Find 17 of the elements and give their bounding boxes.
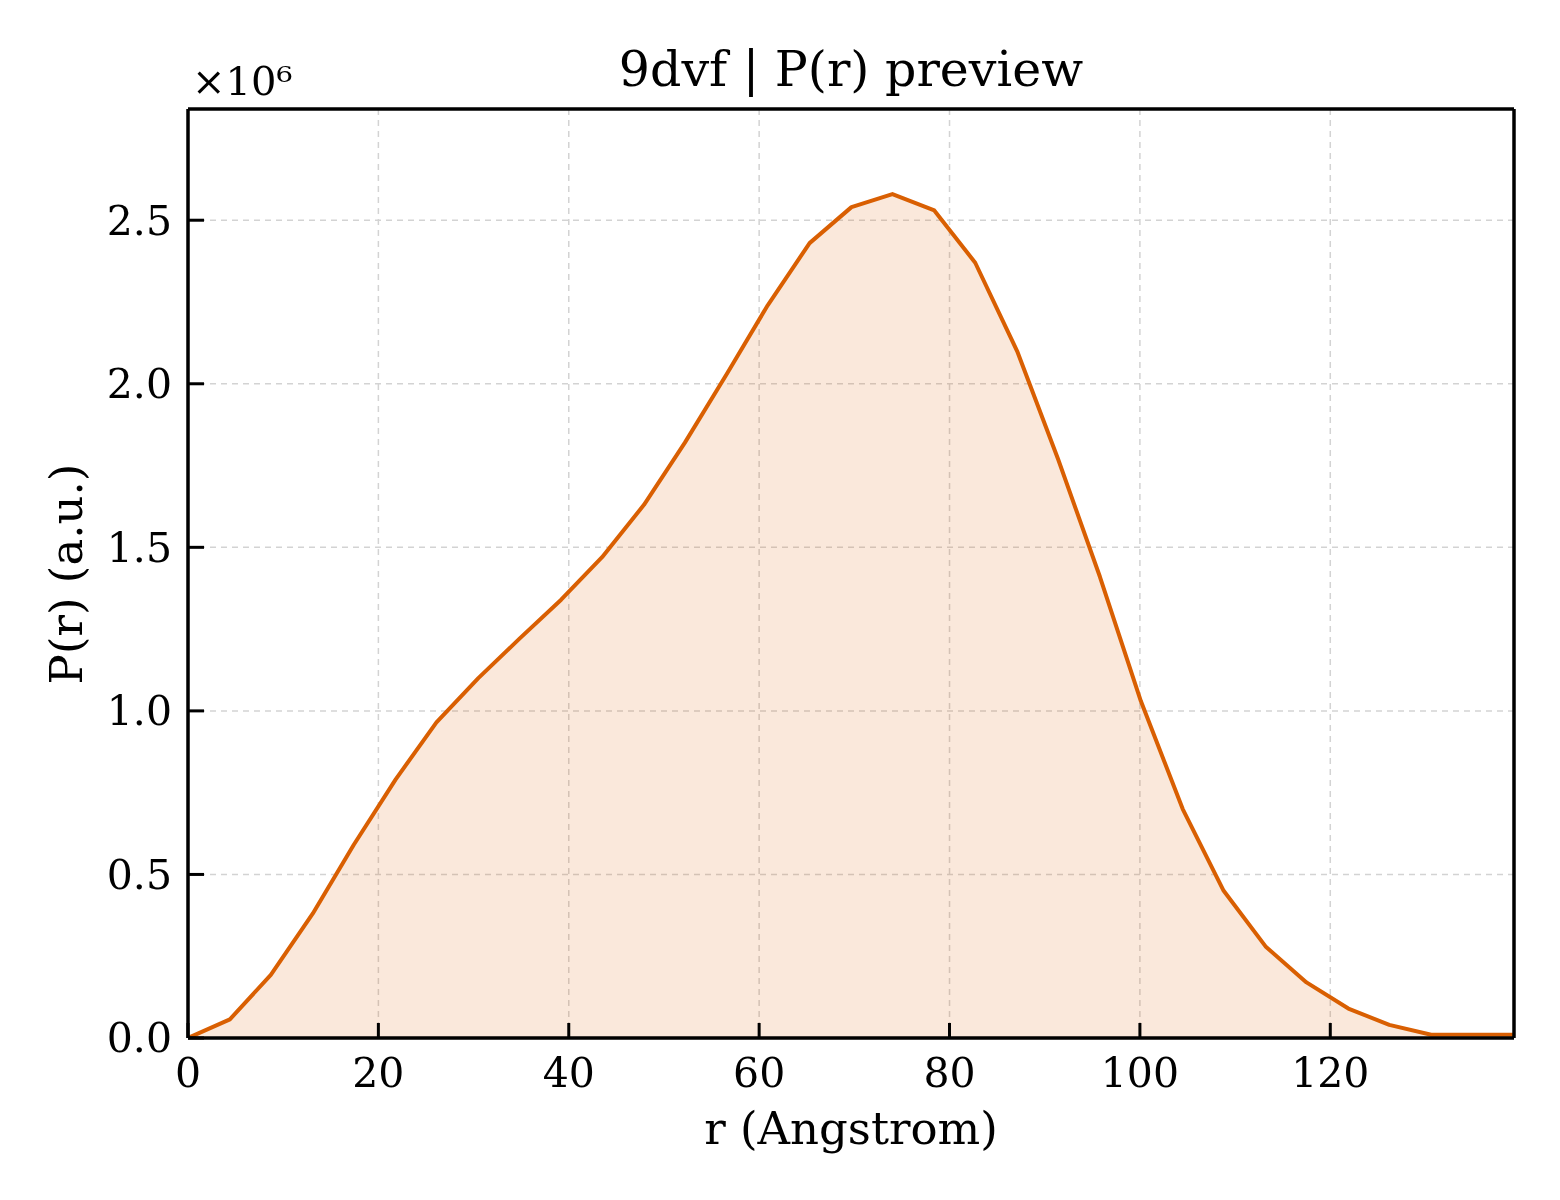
x-tick-label: 40 [542, 1049, 595, 1097]
y-axis-title: P(r) (a.u.) [39, 463, 93, 684]
y-tick-label: 2.0 [106, 360, 172, 409]
text: ×10⁶ [192, 58, 293, 104]
x-tick-label: 20 [352, 1049, 405, 1097]
x-tick-label: 0 [174, 1049, 202, 1097]
y-tick-label: 0.5 [106, 850, 172, 899]
x-axis-title: r (Angstrom) [703, 1102, 999, 1155]
y-tick-label: 2.5 [106, 196, 172, 245]
y-tick-label: 1.0 [106, 687, 172, 736]
y-tick-label: 1.5 [106, 523, 172, 572]
x-tick-label: 120 [1291, 1049, 1370, 1097]
x-tick-label: 100 [1100, 1049, 1180, 1097]
x-tick-label: 60 [733, 1049, 786, 1097]
x-tick-label: 80 [923, 1049, 976, 1097]
y-tick-label: 0.0 [106, 1014, 172, 1063]
chart-title: 9dvf | P(r) preview [618, 41, 1084, 98]
